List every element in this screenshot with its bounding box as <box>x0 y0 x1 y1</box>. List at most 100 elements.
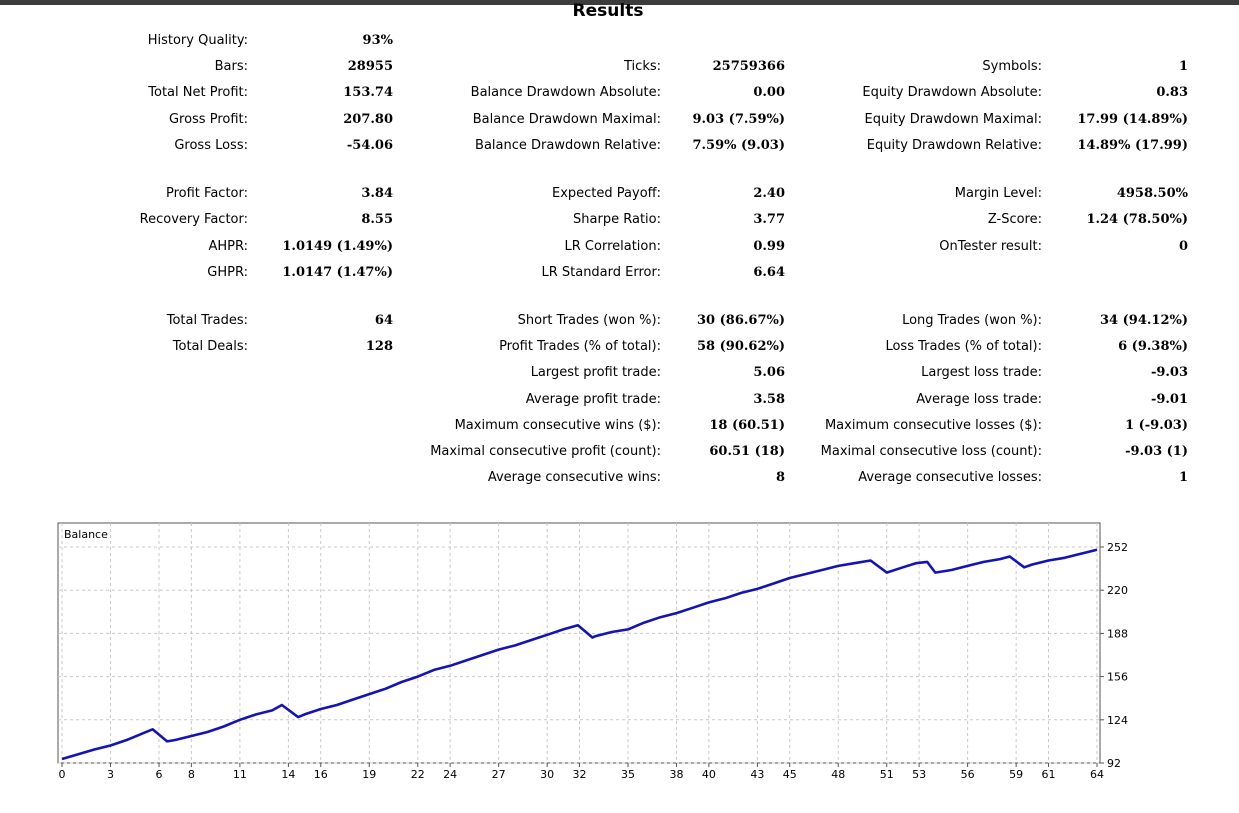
loss-trades-label: Loss Trades (% of total): <box>885 339 1042 354</box>
x-tick-label: 8 <box>188 768 195 781</box>
ticks-value: 25759366 <box>712 59 785 74</box>
expected-payoff-label: Expected Payoff: <box>552 186 661 201</box>
x-tick-label: 22 <box>411 768 425 781</box>
x-tick-label: 53 <box>912 768 926 781</box>
x-tick-label: 64 <box>1090 768 1104 781</box>
balance-dd-rel-value: 7.59% (9.03) <box>692 138 785 153</box>
average-loss-label: Average loss trade: <box>916 392 1042 407</box>
x-tick-label: 43 <box>750 768 764 781</box>
x-tick-label: 16 <box>314 768 328 781</box>
balance-series-line <box>61 548 1098 761</box>
largest-profit-label: Largest profit trade: <box>530 365 661 380</box>
x-tick-label: 61 <box>1041 768 1055 781</box>
ghpr-label: GHPR: <box>207 265 248 280</box>
symbols-label: Symbols: <box>982 59 1042 74</box>
y-tick-label: 188 <box>1107 627 1128 640</box>
avg-consec-losses-value: 1 <box>1178 470 1188 485</box>
profit-factor-label: Profit Factor: <box>166 186 248 201</box>
history-quality-value: 93% <box>362 33 393 48</box>
y-tick-label: 220 <box>1107 584 1128 597</box>
x-tick-label: 3 <box>107 768 114 781</box>
maximal-consec-profit-label: Maximal consecutive profit (count): <box>430 444 661 459</box>
balance-dd-max-label: Balance Drawdown Maximal: <box>472 112 661 127</box>
x-tick-label: 0 <box>59 768 66 781</box>
ahpr-label: AHPR: <box>208 239 248 254</box>
equity-dd-abs-value: 0.83 <box>1156 85 1188 100</box>
profit-trades-label: Profit Trades (% of total): <box>499 339 661 354</box>
average-profit-value: 3.58 <box>753 392 785 407</box>
bars-value: 28955 <box>347 59 393 74</box>
lr-std-error-value: 6.64 <box>753 265 785 280</box>
gross-profit-label: Gross Profit: <box>168 112 248 127</box>
loss-trades-value: 6 (9.38%) <box>1118 339 1188 354</box>
short-trades-value: 30 (86.67%) <box>697 313 785 328</box>
x-tick-label: 6 <box>156 768 163 781</box>
avg-consec-wins-value: 8 <box>775 470 785 485</box>
x-tick-label: 14 <box>281 768 295 781</box>
recovery-factor-label: Recovery Factor: <box>139 212 248 227</box>
history-quality-label: History Quality: <box>147 33 248 48</box>
largest-profit-value: 5.06 <box>753 365 785 380</box>
chart-legend-label: Balance <box>64 528 108 541</box>
total-deals-label: Total Deals: <box>172 339 248 354</box>
equity-dd-max-value: 17.99 (14.89%) <box>1077 112 1188 127</box>
max-consec-wins-value: 18 (60.51) <box>709 418 785 433</box>
recovery-factor-value: 8.55 <box>361 212 393 227</box>
average-loss-value: -9.01 <box>1150 392 1188 407</box>
total-deals-value: 128 <box>365 339 393 354</box>
total-trades-label: Total Trades: <box>166 313 248 328</box>
balance-dd-rel-label: Balance Drawdown Relative: <box>475 138 661 153</box>
expected-payoff-value: 2.40 <box>753 186 785 201</box>
largest-loss-label: Largest loss trade: <box>921 365 1042 380</box>
page-title: Results <box>572 1 644 21</box>
ticks-label: Ticks: <box>624 59 661 74</box>
y-tick-label: 156 <box>1107 671 1128 684</box>
y-tick-label: 124 <box>1107 714 1128 727</box>
x-tick-label: 38 <box>670 768 684 781</box>
lr-std-error-label: LR Standard Error: <box>541 265 661 280</box>
sharpe-ratio-value: 3.77 <box>753 212 785 227</box>
x-tick-label: 59 <box>1009 768 1023 781</box>
equity-dd-rel-value: 14.89% (17.99) <box>1077 138 1188 153</box>
total-net-profit-label: Total Net Profit: <box>148 85 248 100</box>
symbols-value: 1 <box>1178 59 1188 74</box>
equity-dd-max-label: Equity Drawdown Maximal: <box>864 112 1042 127</box>
maximal-consec-loss-label: Maximal consecutive loss (count): <box>820 444 1042 459</box>
gross-profit-value: 207.80 <box>343 112 393 127</box>
lr-correlation-value: 0.99 <box>753 239 785 254</box>
x-tick-label: 35 <box>621 768 635 781</box>
x-tick-label: 19 <box>362 768 376 781</box>
avg-consec-wins-label: Average consecutive wins: <box>487 470 661 485</box>
long-trades-value: 34 (94.12%) <box>1100 313 1188 328</box>
sharpe-ratio-label: Sharpe Ratio: <box>573 212 661 227</box>
largest-loss-value: -9.03 <box>1150 365 1188 380</box>
window-top-border <box>0 0 1239 5</box>
ontester-value: 0 <box>1178 239 1188 254</box>
gross-loss-label: Gross Loss: <box>174 138 248 153</box>
x-tick-label: 48 <box>831 768 845 781</box>
average-profit-label: Average profit trade: <box>525 392 661 407</box>
max-consec-wins-label: Maximum consecutive wins ($): <box>454 418 661 433</box>
ghpr-value: 1.0147 (1.47%) <box>282 265 393 280</box>
gross-loss-value: -54.06 <box>346 138 393 153</box>
x-tick-label: 40 <box>702 768 716 781</box>
total-trades-value: 64 <box>374 313 393 328</box>
max-consec-losses-value: 1 (-9.03) <box>1125 418 1188 433</box>
x-tick-label: 45 <box>783 768 797 781</box>
balance-dd-max-value: 9.03 (7.59%) <box>692 112 785 127</box>
x-tick-label: 24 <box>443 768 457 781</box>
x-tick-label: 56 <box>961 768 975 781</box>
margin-level-value: 4958.50% <box>1116 186 1188 201</box>
y-tick-label: 252 <box>1107 541 1128 554</box>
profit-factor-value: 3.84 <box>361 186 393 201</box>
balance-dd-abs-value: 0.00 <box>753 85 785 100</box>
z-score-label: Z-Score: <box>987 212 1042 227</box>
profit-trades-value: 58 (90.62%) <box>697 339 785 354</box>
equity-dd-abs-label: Equity Drawdown Absolute: <box>862 85 1042 100</box>
max-consec-losses-label: Maximum consecutive losses ($): <box>824 418 1042 433</box>
maximal-consec-profit-value: 60.51 (18) <box>709 444 785 459</box>
bars-label: Bars: <box>214 59 248 74</box>
long-trades-label: Long Trades (won %): <box>902 313 1042 328</box>
avg-consec-losses-label: Average consecutive losses: <box>858 470 1042 485</box>
